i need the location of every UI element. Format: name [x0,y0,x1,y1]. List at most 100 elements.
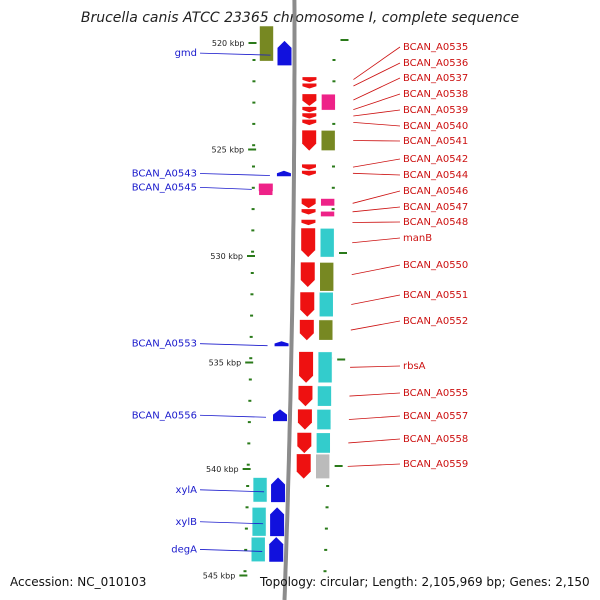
label-leader-line [352,158,401,168]
gene-arrow [301,164,316,170]
scale-tick-layer: 520 kbp 525 kbp 530 kbp 535 kbp 540 kbp 545 k… [203,39,349,581]
feature-block [319,262,335,292]
scale-tick: 535 kbp [209,359,254,368]
feature-block [320,130,336,151]
gene-label-text: BCAN_A0544 [403,170,468,181]
feature-block [320,210,335,217]
gene-label: BCAN_A0538 [353,89,468,110]
gene-arrow [302,113,317,119]
gene-label: BCAN_A0559 [347,459,468,470]
gene-label: BCAN_A0537 [353,73,468,101]
track-marker [248,399,252,402]
scale-tick-label: 530 kbp [210,252,243,261]
gene-label: BCAN_A0555 [349,388,468,399]
feature-block [316,432,331,454]
gene-label: xylB [176,517,264,528]
feature-block [259,25,274,62]
scale-tick-label: 545 kbp [203,572,236,581]
track-marker [246,485,250,487]
gene-arrow [274,341,289,347]
track-marker [324,548,328,551]
gene-label: BCAN_A0547 [352,202,468,213]
track-marker [252,59,256,61]
gene-label-text: BCAN_A0538 [403,89,468,100]
feature-block [251,507,267,537]
track-marker [247,442,251,445]
gene-label: BCAN_A0557 [348,411,468,422]
gene-label-text: BCAN_A0546 [403,186,468,197]
track-marker [332,80,336,83]
gene-label: degA [171,544,263,555]
gene-label: BCAN_A0553 [132,339,268,350]
gene-arrow [301,170,316,176]
feature-block [315,453,331,479]
track-marker [325,506,329,509]
gene-arrow [297,432,312,454]
feature-block [321,93,336,111]
gene-arrow [276,170,291,177]
feature-block [252,477,268,503]
gene-arrow [302,94,317,106]
gene-label-text: BCAN_A0556 [132,410,197,421]
feature-block-layer [250,25,336,563]
label-leader-line [199,186,252,190]
label-leader-line [353,121,401,127]
scale-tick-label: 540 kbp [206,465,239,474]
gene-arrow [277,40,292,66]
gene-label: BCAN_A0543 [132,168,270,179]
scale-tick-label: 535 kbp [209,359,242,368]
feature-block [318,319,334,341]
track-marker [252,144,256,147]
gene-label: BCAN_A0548 [352,217,468,228]
track-marker [244,527,248,530]
gene-arrow [301,219,316,226]
gene-block [258,183,273,192]
gene-arrow [302,119,317,126]
gene-label-text: BCAN_A0543 [132,168,197,179]
gene-label: BCAN_A0550 [351,260,468,276]
gene-arrow [270,507,285,537]
topology-label: Topology: circular; Length: 2,105,969 bp… [260,575,590,589]
label-leader-line [199,173,270,176]
gene-label-text: gmd [175,48,197,59]
gene-arrow [302,106,317,113]
gene-label-text: BCAN_A0557 [403,411,468,422]
scale-tick: 520 kbp [212,39,257,48]
track-marker [249,357,253,360]
gene-arrow [302,77,317,83]
label-leader-line [199,52,271,56]
gene-label: BCAN_A0545 [132,182,252,193]
gene-label-text: BCAN_A0540 [403,121,468,132]
gene-label: BCAN_A0541 [353,136,468,147]
gene-label-text: degA [171,544,197,555]
scale-tick: 525 kbp [212,146,257,155]
gene-arrow [273,409,288,422]
chromosome-backbone-layer [282,0,297,600]
track-marker [252,101,256,104]
label-leader-line [199,414,267,418]
feature-block [316,409,332,430]
label-leader-line [199,489,265,493]
track-marker [246,463,250,466]
accession-label: Accession: NC_010103 [10,575,147,589]
gene-label-text: BCAN_A0539 [403,105,468,116]
label-leader-line [353,93,401,110]
track-marker [251,229,255,232]
label-leader-line [347,463,401,467]
gene-arrow [299,319,314,341]
feature-block [250,536,266,563]
scale-tick-label: 525 kbp [212,146,245,155]
label-leader-line [350,365,401,368]
label-leader-line [348,438,401,444]
track-marker [247,421,251,424]
track-marker [252,122,256,125]
gene-arrow [302,83,317,89]
track-marker [244,548,248,551]
track-marker [250,293,254,296]
gene-arrow [301,228,316,258]
scale-tick-label: 520 kbp [212,39,245,48]
label-leader-line [352,206,401,213]
gene-arrow [296,454,311,479]
gene-label-text: BCAN_A0541 [403,136,468,147]
